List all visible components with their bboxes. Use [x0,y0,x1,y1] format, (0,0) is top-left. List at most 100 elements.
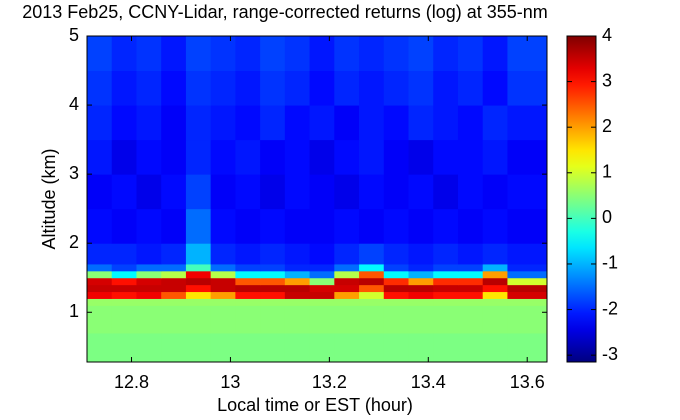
heat-cell [284,291,311,299]
heat-cell [408,263,434,272]
heat-cell [136,277,162,286]
heat-cell [457,284,484,293]
heat-cell [334,70,360,106]
heat-cell [359,277,385,286]
heat-cell [507,36,548,72]
heat-cell [284,208,311,244]
heat-cell [334,270,360,279]
heat-cell [383,36,410,72]
heat-cell [161,139,187,175]
heat-cell [161,208,187,244]
heat-cell [284,305,311,334]
heat-cell [334,243,360,265]
heat-cell [260,36,286,72]
heat-cell [359,284,385,293]
heat-cell [136,270,162,279]
heat-cell [482,105,508,141]
heat-cell [260,105,286,141]
heat-cell [334,284,360,293]
heat-cell [457,36,484,72]
heat-cell [309,208,335,244]
heat-cell [161,277,187,286]
heat-cell [309,70,335,106]
heat-cell [260,270,286,279]
heat-cell [87,277,113,286]
colorbar-tick-label: -3 [602,344,618,364]
heat-cell [260,139,286,175]
heat-cell [161,70,187,106]
heat-cell [136,36,162,72]
heat-cell [260,277,286,286]
heat-cell [383,305,410,334]
heat-cell [136,243,162,265]
heat-cell [185,298,212,306]
heat-cell [111,277,137,286]
heat-cell [161,291,187,299]
heat-cell [284,284,311,293]
heat-cell [433,291,459,299]
heat-cell [457,243,484,265]
y-tick-label: 1 [69,301,79,321]
heat-cell [309,284,335,293]
heat-cell [309,291,335,299]
heat-cell [359,139,385,175]
heat-cell [482,284,508,293]
y-tick-label: 3 [69,163,79,183]
heat-cell [433,208,459,244]
heat-cell [284,298,311,306]
heat-cell [507,277,548,286]
colorbar-tick-label: 1 [602,162,612,182]
heat-cell [334,174,360,210]
x-tick-label: 13.2 [312,372,347,392]
heat-cell [408,139,434,175]
heat-cell [359,263,385,272]
heat-cell [284,332,311,363]
plot-frame [86,35,548,363]
heat-cell [309,139,335,175]
heat-cell [185,291,212,299]
heat-cell [359,298,385,306]
heat-cell [185,263,212,272]
heat-cell [408,298,434,306]
heat-cell [408,270,434,279]
heat-cell [185,332,212,363]
heat-cell [359,174,385,210]
heat-cell [87,208,113,244]
heat-cell [359,305,385,334]
heat-cell [507,284,548,293]
heat-cell [482,263,508,272]
heat-cell [309,243,335,265]
heat-cell [507,291,548,299]
heat-cell [235,270,261,279]
heat-cell [260,298,286,306]
heat-cell [408,36,434,72]
colorbar-tick-label: 3 [602,70,612,90]
heat-cell [334,36,360,72]
heat-cell [433,105,459,141]
heat-cell [284,139,311,175]
heat-cell [334,139,360,175]
heat-cell [284,263,311,272]
heat-cell [359,105,385,141]
heat-cell [136,284,162,293]
heat-cell [185,174,212,210]
heat-cell [210,298,236,306]
heat-cell [87,139,113,175]
heat-cell [210,270,236,279]
heat-cell [507,139,548,175]
heat-cell [136,208,162,244]
heat-cell [161,105,187,141]
heat-cell [260,291,286,299]
heat-cell [136,139,162,175]
heat-cell [235,36,261,72]
heat-cell [359,332,385,363]
heat-cell [235,208,261,244]
heat-cell [161,263,187,272]
heat-cell [235,298,261,306]
heat-cell [482,277,508,286]
y-tick-label: 2 [69,232,79,252]
heat-cell [111,332,137,363]
heat-cell [482,298,508,306]
heat-cell [87,174,113,210]
